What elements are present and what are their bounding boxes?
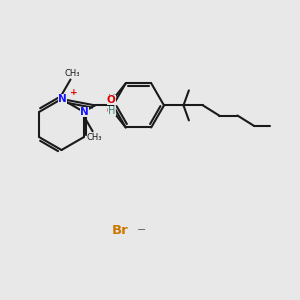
Text: N: N (58, 94, 67, 104)
Text: N: N (80, 107, 89, 117)
Text: Br: Br (112, 224, 128, 238)
Text: O: O (107, 106, 116, 116)
Text: CH₃: CH₃ (87, 133, 102, 142)
Text: H: H (108, 94, 115, 104)
Text: CH₃: CH₃ (64, 69, 80, 78)
Text: H: H (108, 106, 115, 116)
Text: −: − (137, 224, 146, 235)
Text: O: O (107, 95, 116, 105)
Text: +: + (70, 88, 78, 97)
